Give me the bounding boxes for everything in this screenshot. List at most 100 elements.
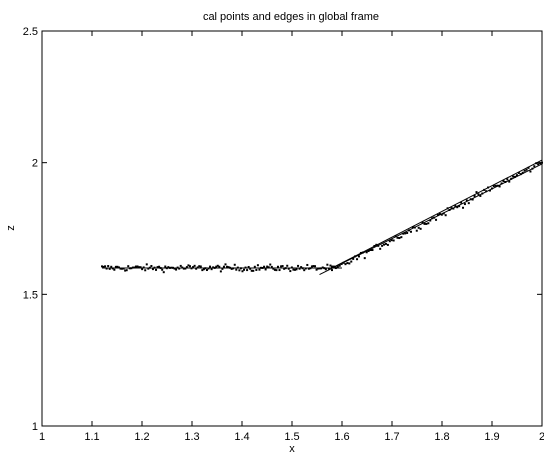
data-point <box>438 212 441 215</box>
data-point <box>500 182 503 185</box>
data-point <box>417 226 420 229</box>
plot-area: 1 1.1 1.2 1.3 1.4 1.5 1.6 1.7 1.8 1.9 2 1 1.5 2 2.5 <box>23 26 544 443</box>
data-point <box>178 267 181 270</box>
data-point <box>494 184 497 187</box>
data-point <box>193 264 196 267</box>
data-point <box>250 269 253 272</box>
data-point <box>221 267 224 270</box>
data-point <box>222 265 225 268</box>
data-point <box>314 265 317 268</box>
data-point <box>471 198 474 201</box>
data-point <box>269 263 272 266</box>
data-point <box>273 268 276 271</box>
data-point <box>506 178 509 181</box>
data-point <box>415 229 418 232</box>
data-point <box>155 268 158 271</box>
data-point <box>363 257 366 260</box>
data-point <box>492 185 495 188</box>
data-point <box>158 265 161 268</box>
data-point <box>227 266 230 269</box>
data-point <box>514 175 517 178</box>
data-point <box>238 269 241 272</box>
data-point <box>185 266 188 269</box>
data-point <box>110 265 113 268</box>
data-point <box>278 269 281 272</box>
data-point <box>379 247 382 250</box>
data-point <box>537 163 540 166</box>
data-point <box>187 264 190 267</box>
data-point <box>196 266 199 269</box>
data-point <box>241 270 244 273</box>
data-point <box>327 267 330 270</box>
x-tick-label: 2 <box>539 431 544 443</box>
data-point <box>119 267 122 270</box>
edge-line <box>331 159 543 269</box>
plot-frame <box>41 30 543 427</box>
data-point <box>517 171 520 174</box>
x-tick-label: 1.3 <box>184 431 199 443</box>
data-point <box>117 266 120 269</box>
data-point <box>421 221 424 224</box>
data-point <box>281 265 284 268</box>
data-point <box>307 267 310 270</box>
x-tick-label: 1.7 <box>384 431 399 443</box>
data-point <box>182 267 185 270</box>
data-point <box>425 222 428 225</box>
x-tick-label: 1.8 <box>434 431 449 443</box>
data-point <box>290 266 293 269</box>
data-point <box>357 255 360 258</box>
data-point <box>409 230 412 233</box>
data-point <box>267 266 270 269</box>
data-point <box>515 174 518 177</box>
data-point <box>350 260 353 263</box>
data-point <box>525 168 528 171</box>
x-tick-label: 1.9 <box>484 431 499 443</box>
data-point <box>249 267 252 270</box>
data-point <box>396 236 399 239</box>
data-point <box>145 263 148 266</box>
y-tick-label: 2.5 <box>23 26 38 38</box>
data-point <box>381 244 384 247</box>
data-point <box>184 267 187 270</box>
data-point <box>456 206 459 209</box>
data-point <box>124 269 127 272</box>
data-point <box>344 263 347 266</box>
data-point <box>162 271 165 274</box>
data-point <box>216 264 219 267</box>
data-point <box>371 249 374 252</box>
data-point <box>306 263 309 266</box>
data-point <box>510 177 513 180</box>
data-point <box>212 266 215 269</box>
data-point <box>310 265 313 268</box>
data-point <box>272 267 275 270</box>
data-point <box>440 213 443 216</box>
data-point <box>210 268 213 271</box>
data-point <box>508 180 511 183</box>
data-point <box>198 265 201 268</box>
data-point <box>114 265 117 268</box>
data-point <box>134 265 137 268</box>
data-point <box>270 265 273 268</box>
data-point <box>477 193 480 196</box>
data-point <box>295 268 298 271</box>
data-point <box>429 219 432 222</box>
data-point <box>315 268 318 271</box>
data-point <box>218 265 221 268</box>
data-point <box>317 267 320 270</box>
data-point <box>235 268 238 271</box>
data-point <box>105 267 108 270</box>
data-point <box>529 170 532 173</box>
data-point <box>215 265 218 268</box>
x-tick-label: 1 <box>39 431 45 443</box>
chart-title: cal points and edges in global frame <box>203 11 379 23</box>
data-point <box>312 265 315 268</box>
data-point <box>209 265 212 268</box>
data-point <box>411 226 414 229</box>
x-axis-ticks: 1 1.1 1.2 1.3 1.4 1.5 1.6 1.7 1.8 1.9 2 <box>39 31 544 443</box>
data-point <box>467 202 470 205</box>
data-point <box>300 266 303 269</box>
data-point <box>384 242 387 245</box>
data-point <box>435 218 438 221</box>
data-point <box>151 268 154 271</box>
data-point <box>226 265 229 268</box>
